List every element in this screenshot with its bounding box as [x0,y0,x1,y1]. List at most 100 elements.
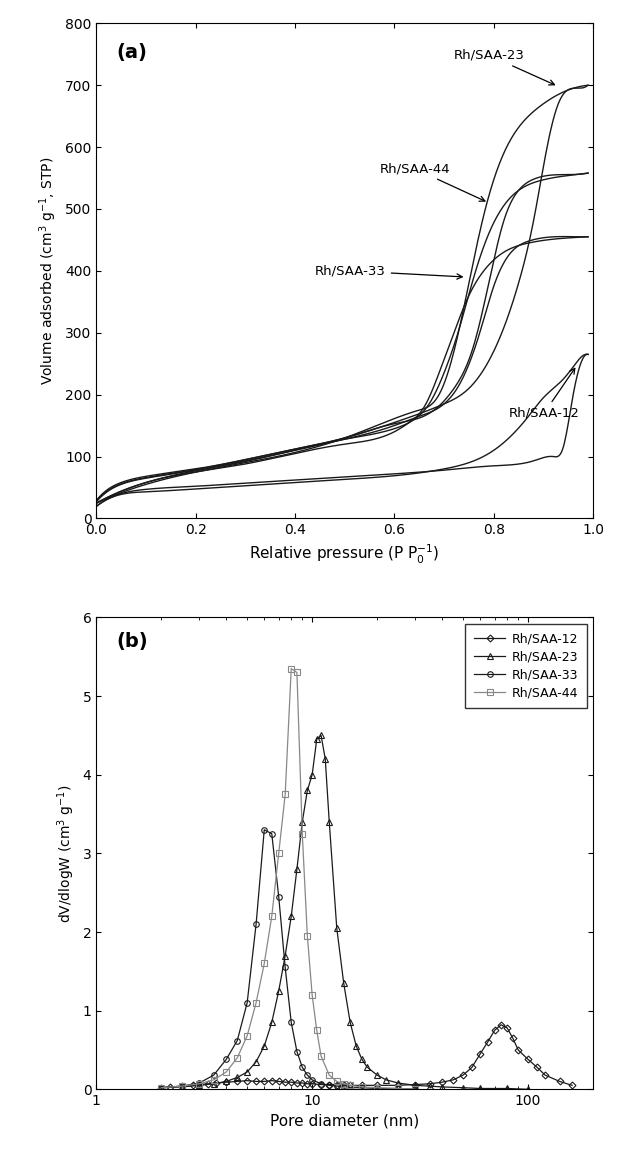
Line: Rh/SAA-23: Rh/SAA-23 [158,733,531,1093]
Rh/SAA-12 [347,1079,354,1093]
Rh/SAA-23 [275,984,283,998]
Rh/SAA-12 [542,1068,549,1082]
Rh/SAA-12 [196,1078,203,1092]
Text: (a): (a) [116,43,147,62]
Rh/SAA-23 [299,816,306,829]
Rh/SAA-44 [243,1029,251,1043]
Rh/SAA-12 [468,1060,476,1074]
Rh/SAA-12 [212,1076,220,1090]
Rh/SAA-44 [288,662,295,676]
Rh/SAA-23 [524,1082,532,1096]
Rh/SAA-33 [233,1033,241,1047]
Rh/SAA-23 [281,948,289,962]
Rh/SAA-44 [317,1050,325,1064]
Rh/SAA-12 [394,1079,402,1093]
Rh/SAA-44 [373,1081,381,1095]
Text: Rh/SAA-44: Rh/SAA-44 [379,162,485,202]
Rh/SAA-23 [347,1016,354,1030]
Rh/SAA-23 [438,1080,446,1094]
Rh/SAA-44 [309,988,316,1002]
Rh/SAA-33 [178,1079,186,1093]
Rh/SAA-12 [438,1075,446,1089]
Rh/SAA-12 [158,1081,165,1095]
Rh/SAA-23 [363,1060,371,1074]
Rh/SAA-23 [261,1039,268,1053]
Rh/SAA-23 [268,1016,276,1030]
Rh/SAA-23 [353,1039,360,1053]
Rh/SAA-23 [222,1074,230,1088]
Rh/SAA-12 [189,1079,196,1093]
Rh/SAA-23 [178,1080,186,1094]
Rh/SAA-44 [268,909,276,923]
Rh/SAA-12 [491,1023,498,1037]
Rh/SAA-12 [450,1073,457,1087]
Rh/SAA-12 [304,1076,311,1090]
Rh/SAA-44 [261,956,268,970]
Rh/SAA-33 [347,1081,354,1095]
Rh/SAA-12 [509,1031,517,1045]
Rh/SAA-23 [210,1076,217,1090]
Rh/SAA-12 [166,1080,174,1094]
Rh/SAA-33 [394,1081,402,1095]
Rh/SAA-12 [325,1078,333,1092]
Rh/SAA-12 [476,1047,484,1061]
Rh/SAA-33 [222,1052,230,1066]
Rh/SAA-44 [313,1023,320,1037]
Rh/SAA-23 [158,1081,165,1095]
Rh/SAA-44 [299,827,306,841]
Rh/SAA-12 [288,1075,295,1089]
Rh/SAA-44 [252,996,260,1010]
Rh/SAA-12 [412,1078,419,1092]
Rh/SAA-33 [358,1081,366,1095]
Rh/SAA-12 [281,1075,289,1089]
Rh/SAA-44 [340,1076,347,1090]
Rh/SAA-23 [394,1076,402,1090]
Rh/SAA-23 [293,862,301,876]
Rh/SAA-33 [275,890,283,904]
Rh/SAA-23 [233,1071,241,1085]
Rh/SAA-12 [358,1079,366,1093]
Rh/SAA-44 [178,1079,186,1093]
Rh/SAA-33 [261,822,268,836]
Rh/SAA-12 [533,1060,541,1074]
Rh/SAA-33 [373,1081,381,1095]
Rh/SAA-44 [158,1081,165,1095]
Rh/SAA-12 [204,1076,212,1090]
Rh/SAA-44 [281,788,289,802]
Rh/SAA-12 [243,1074,251,1088]
Rh/SAA-12 [340,1079,347,1093]
Rh/SAA-33 [158,1081,165,1095]
Rh/SAA-23 [313,733,320,747]
Rh/SAA-44 [222,1065,230,1079]
Rh/SAA-33 [299,1060,306,1074]
Rh/SAA-33 [243,996,251,1010]
Rh/SAA-12 [568,1079,576,1093]
Rh/SAA-23 [383,1073,390,1087]
Rh/SAA-23 [476,1081,484,1095]
Text: Rh/SAA-23: Rh/SAA-23 [454,49,555,85]
Rh/SAA-23 [460,1081,467,1095]
Rh/SAA-23 [373,1068,381,1082]
Rh/SAA-12 [222,1075,230,1089]
Rh/SAA-23 [412,1079,419,1093]
Rh/SAA-23 [304,783,311,797]
Y-axis label: Volume adsorbed (cm$^3$ g$^{-1}$, STP): Volume adsorbed (cm$^3$ g$^{-1}$, STP) [38,156,60,386]
Rh/SAA-12 [556,1074,563,1088]
Rh/SAA-23 [252,1054,260,1068]
Rh/SAA-44 [233,1051,241,1065]
Rh/SAA-44 [333,1074,340,1088]
Rh/SAA-44 [347,1079,354,1093]
Rh/SAA-44 [412,1082,419,1096]
Rh/SAA-23 [317,728,325,742]
Rh/SAA-33 [333,1079,340,1093]
Rh/SAA-12 [275,1074,283,1088]
Rh/SAA-12 [317,1078,325,1092]
Rh/SAA-23 [196,1079,203,1093]
Rh/SAA-44 [196,1076,203,1090]
Rh/SAA-12 [514,1043,522,1057]
Rh/SAA-12 [299,1076,306,1090]
Rh/SAA-12 [233,1074,241,1088]
Line: Rh/SAA-44: Rh/SAA-44 [158,665,418,1092]
Rh/SAA-33 [340,1080,347,1094]
Rh/SAA-12 [373,1079,381,1093]
